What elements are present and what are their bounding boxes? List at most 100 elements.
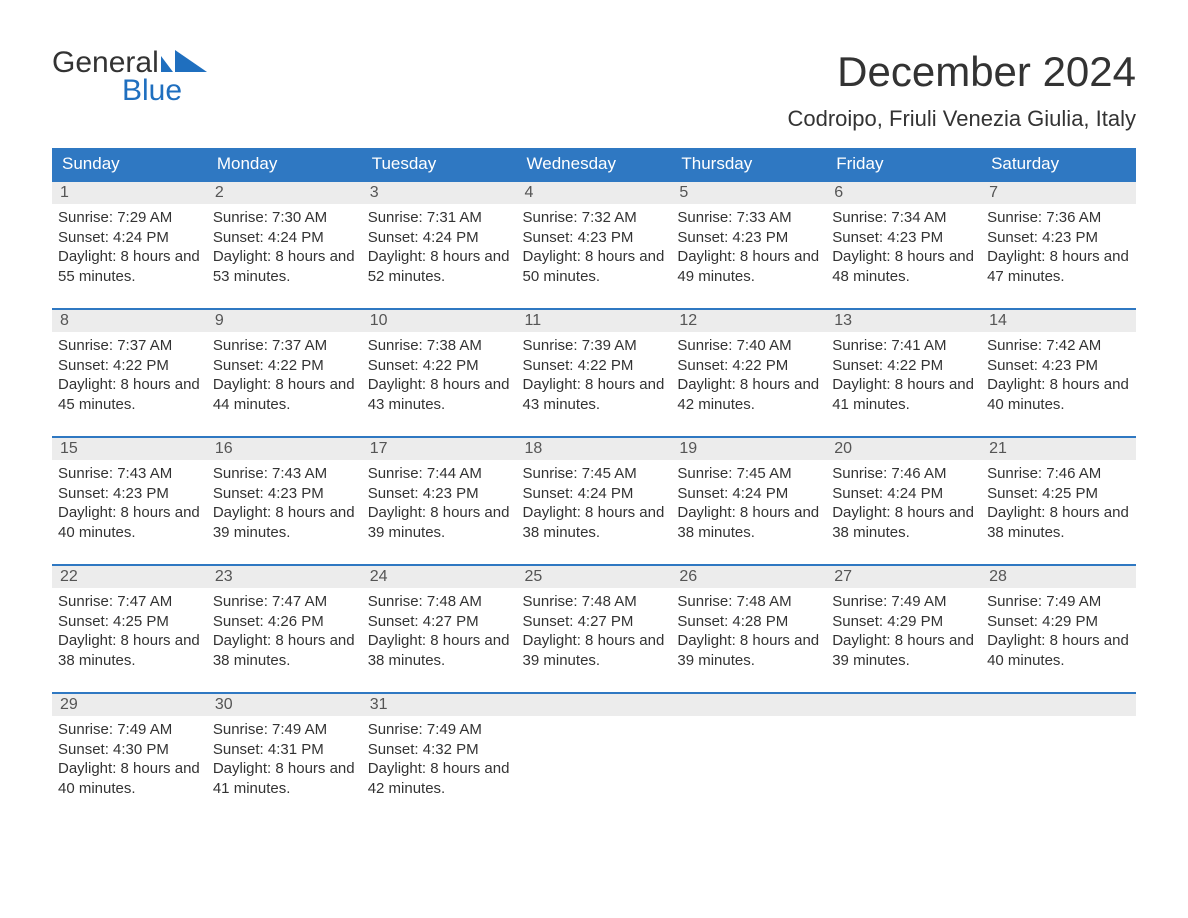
sunrise-line: Sunrise: 7:40 AM: [677, 336, 820, 356]
day-number-cell: 22: [52, 565, 207, 588]
daylight-line: Daylight: 8 hours and 52 minutes.: [368, 247, 511, 286]
day-content-cell: Sunrise: 7:31 AMSunset: 4:24 PMDaylight:…: [362, 204, 517, 309]
daylight-line: Daylight: 8 hours and 38 minutes.: [987, 503, 1130, 542]
day-number-cell: 6: [826, 181, 981, 204]
sunset-line: Sunset: 4:22 PM: [58, 356, 201, 376]
sunrise-line: Sunrise: 7:32 AM: [523, 208, 666, 228]
sunrise-line: Sunrise: 7:31 AM: [368, 208, 511, 228]
sunset-line: Sunset: 4:24 PM: [213, 228, 356, 248]
day-number-cell: [826, 693, 981, 716]
day-number-cell: 17: [362, 437, 517, 460]
daylight-line: Daylight: 8 hours and 38 minutes.: [213, 631, 356, 670]
daylight-line: Daylight: 8 hours and 40 minutes.: [987, 375, 1130, 414]
day-content-cell: Sunrise: 7:48 AMSunset: 4:27 PMDaylight:…: [517, 588, 672, 693]
daylight-line: Daylight: 8 hours and 41 minutes.: [832, 375, 975, 414]
sunset-line: Sunset: 4:22 PM: [523, 356, 666, 376]
calendar-table: Sunday Monday Tuesday Wednesday Thursday…: [52, 148, 1136, 820]
sunset-line: Sunset: 4:24 PM: [368, 228, 511, 248]
daynum-row: 891011121314: [52, 309, 1136, 332]
month-title: December 2024: [788, 48, 1137, 96]
weekday-header: Sunday: [52, 148, 207, 181]
daynum-row: 15161718192021: [52, 437, 1136, 460]
daylight-line: Daylight: 8 hours and 42 minutes.: [368, 759, 511, 798]
daylight-line: Daylight: 8 hours and 40 minutes.: [58, 759, 201, 798]
day-number-cell: [671, 693, 826, 716]
sunrise-line: Sunrise: 7:48 AM: [677, 592, 820, 612]
weekday-header: Wednesday: [517, 148, 672, 181]
day-content-cell: Sunrise: 7:34 AMSunset: 4:23 PMDaylight:…: [826, 204, 981, 309]
daylight-line: Daylight: 8 hours and 39 minutes.: [523, 631, 666, 670]
day-number-cell: 27: [826, 565, 981, 588]
daylight-line: Daylight: 8 hours and 41 minutes.: [213, 759, 356, 798]
daylight-line: Daylight: 8 hours and 38 minutes.: [523, 503, 666, 542]
day-number-cell: 31: [362, 693, 517, 716]
daylight-line: Daylight: 8 hours and 43 minutes.: [523, 375, 666, 414]
day-content-cell: Sunrise: 7:45 AMSunset: 4:24 PMDaylight:…: [517, 460, 672, 565]
day-content-cell: Sunrise: 7:40 AMSunset: 4:22 PMDaylight:…: [671, 332, 826, 437]
day-content-cell: [517, 716, 672, 820]
sunset-line: Sunset: 4:22 PM: [677, 356, 820, 376]
daycontent-row: Sunrise: 7:29 AMSunset: 4:24 PMDaylight:…: [52, 204, 1136, 309]
day-content-cell: Sunrise: 7:49 AMSunset: 4:32 PMDaylight:…: [362, 716, 517, 820]
daycontent-row: Sunrise: 7:37 AMSunset: 4:22 PMDaylight:…: [52, 332, 1136, 437]
sunrise-line: Sunrise: 7:46 AM: [832, 464, 975, 484]
sunset-line: Sunset: 4:23 PM: [368, 484, 511, 504]
sunrise-line: Sunrise: 7:29 AM: [58, 208, 201, 228]
day-content-cell: Sunrise: 7:47 AMSunset: 4:26 PMDaylight:…: [207, 588, 362, 693]
day-content-cell: [981, 716, 1136, 820]
day-content-cell: [671, 716, 826, 820]
day-content-cell: Sunrise: 7:36 AMSunset: 4:23 PMDaylight:…: [981, 204, 1136, 309]
daylight-line: Daylight: 8 hours and 38 minutes.: [58, 631, 201, 670]
day-content-cell: Sunrise: 7:48 AMSunset: 4:27 PMDaylight:…: [362, 588, 517, 693]
day-content-cell: Sunrise: 7:39 AMSunset: 4:22 PMDaylight:…: [517, 332, 672, 437]
day-content-cell: Sunrise: 7:30 AMSunset: 4:24 PMDaylight:…: [207, 204, 362, 309]
sunset-line: Sunset: 4:23 PM: [832, 228, 975, 248]
weekday-header: Saturday: [981, 148, 1136, 181]
sunrise-line: Sunrise: 7:43 AM: [213, 464, 356, 484]
day-number-cell: 14: [981, 309, 1136, 332]
sunset-line: Sunset: 4:23 PM: [58, 484, 201, 504]
weekday-header: Friday: [826, 148, 981, 181]
sunrise-line: Sunrise: 7:45 AM: [677, 464, 820, 484]
sunrise-line: Sunrise: 7:49 AM: [832, 592, 975, 612]
daycontent-row: Sunrise: 7:47 AMSunset: 4:25 PMDaylight:…: [52, 588, 1136, 693]
sunrise-line: Sunrise: 7:43 AM: [58, 464, 201, 484]
day-content-cell: Sunrise: 7:47 AMSunset: 4:25 PMDaylight:…: [52, 588, 207, 693]
daylight-line: Daylight: 8 hours and 53 minutes.: [213, 247, 356, 286]
daylight-line: Daylight: 8 hours and 39 minutes.: [368, 503, 511, 542]
day-content-cell: Sunrise: 7:46 AMSunset: 4:24 PMDaylight:…: [826, 460, 981, 565]
sunset-line: Sunset: 4:23 PM: [523, 228, 666, 248]
sunset-line: Sunset: 4:24 PM: [832, 484, 975, 504]
sunrise-line: Sunrise: 7:30 AM: [213, 208, 356, 228]
day-content-cell: Sunrise: 7:44 AMSunset: 4:23 PMDaylight:…: [362, 460, 517, 565]
sunset-line: Sunset: 4:23 PM: [677, 228, 820, 248]
day-number-cell: 5: [671, 181, 826, 204]
sunset-line: Sunset: 4:32 PM: [368, 740, 511, 760]
day-content-cell: Sunrise: 7:29 AMSunset: 4:24 PMDaylight:…: [52, 204, 207, 309]
daynum-row: 293031: [52, 693, 1136, 716]
sunset-line: Sunset: 4:28 PM: [677, 612, 820, 632]
day-number-cell: 12: [671, 309, 826, 332]
day-number-cell: 7: [981, 181, 1136, 204]
day-content-cell: Sunrise: 7:46 AMSunset: 4:25 PMDaylight:…: [981, 460, 1136, 565]
day-content-cell: Sunrise: 7:33 AMSunset: 4:23 PMDaylight:…: [671, 204, 826, 309]
day-number-cell: 11: [517, 309, 672, 332]
sunrise-line: Sunrise: 7:34 AM: [832, 208, 975, 228]
title-block: December 2024 Codroipo, Friuli Venezia G…: [788, 48, 1137, 132]
sunrise-line: Sunrise: 7:36 AM: [987, 208, 1130, 228]
day-number-cell: 10: [362, 309, 517, 332]
day-number-cell: 4: [517, 181, 672, 204]
daylight-line: Daylight: 8 hours and 39 minutes.: [213, 503, 356, 542]
daylight-line: Daylight: 8 hours and 42 minutes.: [677, 375, 820, 414]
sunset-line: Sunset: 4:29 PM: [987, 612, 1130, 632]
day-content-cell: Sunrise: 7:42 AMSunset: 4:23 PMDaylight:…: [981, 332, 1136, 437]
sunrise-line: Sunrise: 7:49 AM: [58, 720, 201, 740]
day-content-cell: Sunrise: 7:38 AMSunset: 4:22 PMDaylight:…: [362, 332, 517, 437]
day-content-cell: [826, 716, 981, 820]
daylight-line: Daylight: 8 hours and 48 minutes.: [832, 247, 975, 286]
sunrise-line: Sunrise: 7:45 AM: [523, 464, 666, 484]
day-number-cell: 30: [207, 693, 362, 716]
sunrise-line: Sunrise: 7:49 AM: [213, 720, 356, 740]
sunrise-line: Sunrise: 7:48 AM: [523, 592, 666, 612]
daylight-line: Daylight: 8 hours and 47 minutes.: [987, 247, 1130, 286]
